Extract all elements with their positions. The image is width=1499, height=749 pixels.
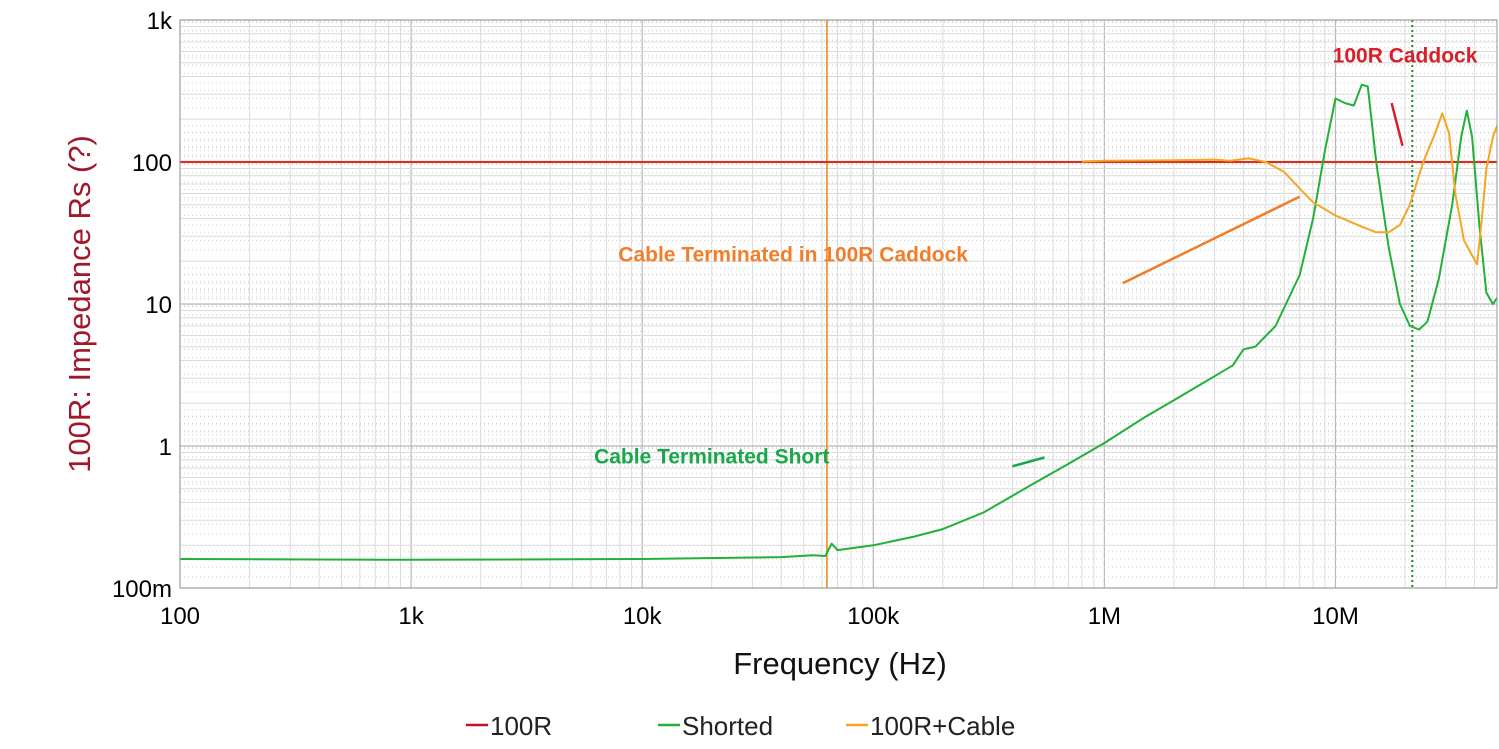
y-tick-label: 10 xyxy=(145,292,172,319)
x-tick-label: 10M xyxy=(1312,603,1359,630)
grid xyxy=(179,19,1498,589)
annotation-100r-caddock-label: 100R Caddock xyxy=(1333,45,1478,68)
legend-item-2[interactable]: Shorted xyxy=(658,711,773,741)
series-100r-cable-line xyxy=(1081,112,1498,266)
legend-label: 100R+Cable xyxy=(870,711,1015,741)
series-lines xyxy=(179,83,1498,561)
annotation-cable-terminated-short-label: Cable Terminated Short xyxy=(594,446,829,469)
legend-label: 100R xyxy=(490,711,552,741)
y-tick-label: 1 xyxy=(159,434,172,461)
y-axis-title: 100R: Impedance Rs (?) xyxy=(62,135,97,473)
x-tick-label: 10k xyxy=(623,603,663,630)
y-tick-label: 100m xyxy=(112,576,172,603)
series-shorted-line xyxy=(179,83,1498,561)
legend-item-3[interactable]: 100R+Cable xyxy=(846,711,1015,741)
x-tick-label: 100 xyxy=(160,603,200,630)
x-tick-label: 1k xyxy=(398,603,424,630)
annotation-cable-terminated-short-pointer xyxy=(1012,456,1045,468)
annotation-100r-caddock-pointer xyxy=(1390,102,1404,147)
x-tick-label: 100k xyxy=(847,603,900,630)
axes: 100 1k 10k 100k 1M 10M 100m 1 10 100 1k Frequency (… xyxy=(62,8,1498,681)
legend-item-1[interactable]: 100R xyxy=(466,711,552,741)
annotations: 100R Caddock Cable Terminated in 100R Cad… xyxy=(594,45,1478,469)
x-tick-label: 1M xyxy=(1088,603,1121,630)
annotation-cable-terminated-100r-label: Cable Terminated in 100R Caddock xyxy=(618,243,968,266)
legend: 100R Shorted 100R+Cable xyxy=(466,711,1015,741)
x-axis-title: Frequency (Hz) xyxy=(733,646,947,681)
y-tick-label: 100 xyxy=(132,150,172,177)
annotation-cable-terminated-100r-pointer xyxy=(1122,195,1301,285)
legend-label: Shorted xyxy=(682,711,773,741)
y-tick-label: 1k xyxy=(147,8,173,35)
plot-border xyxy=(179,19,1498,589)
